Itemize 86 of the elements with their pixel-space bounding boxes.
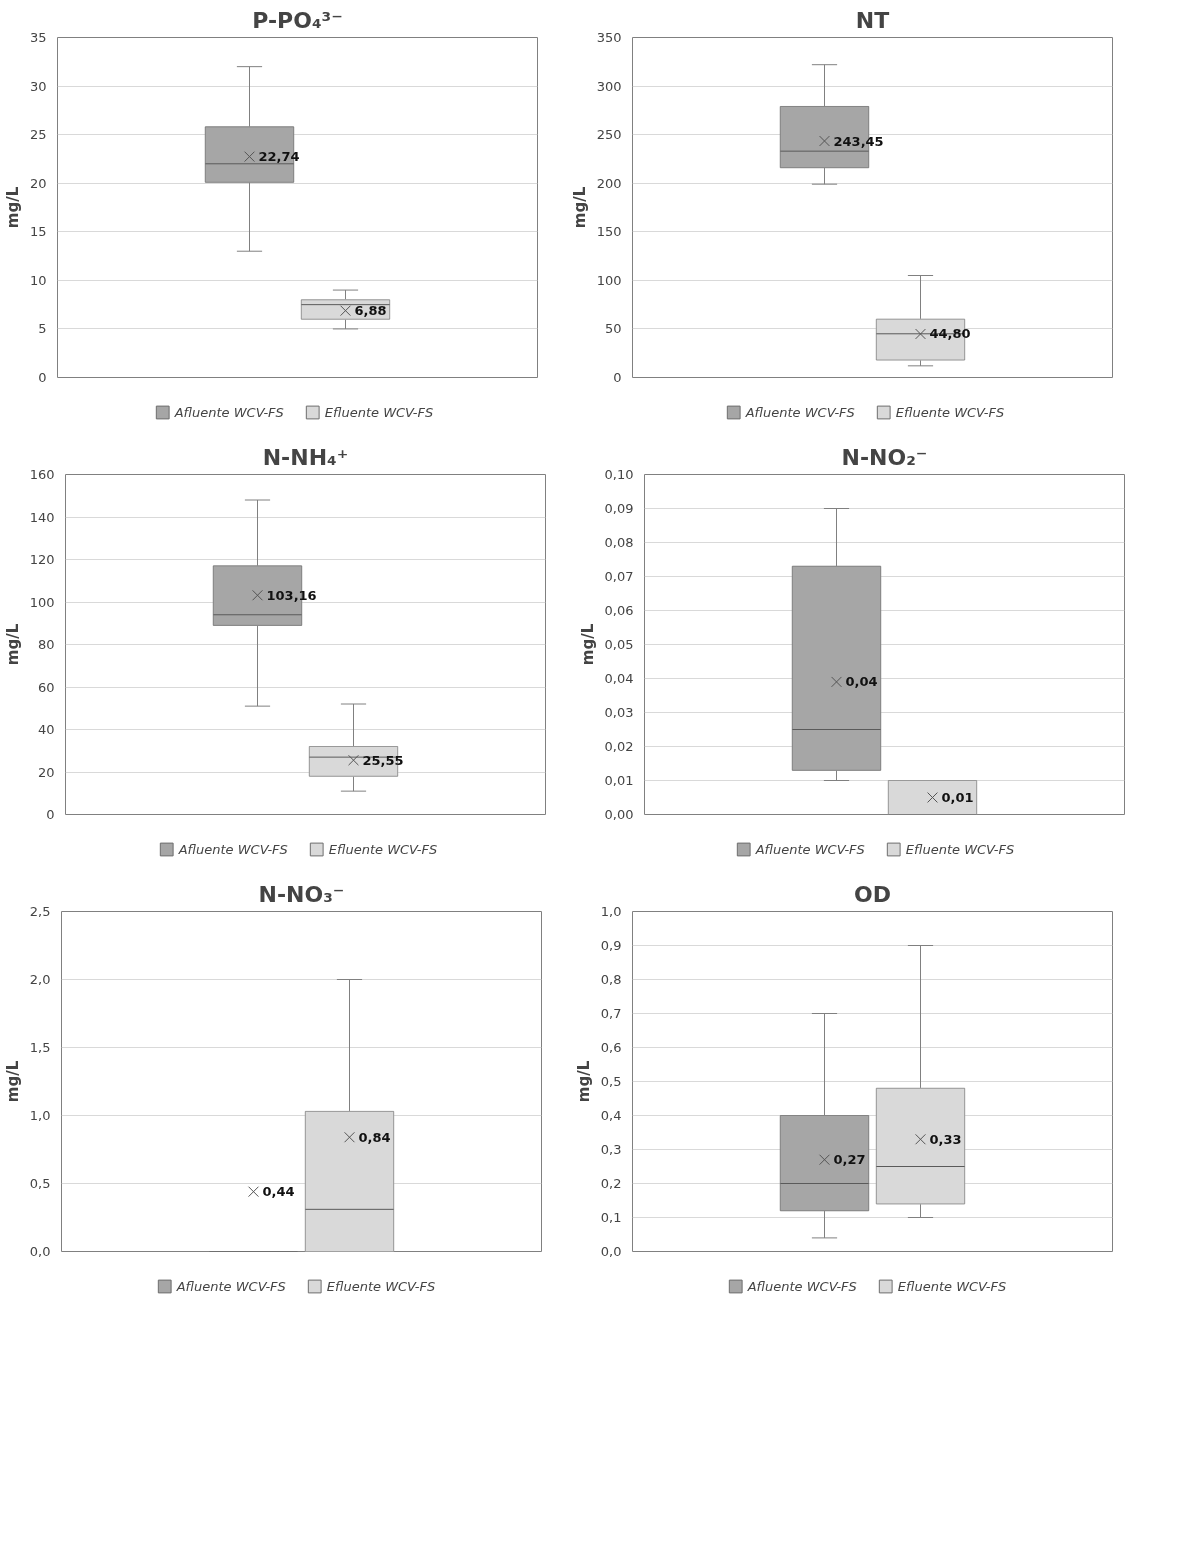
text: 0,44	[262, 1184, 295, 1200]
chart-title: OD	[854, 881, 891, 907]
legend-label: Afluente WCV-FS	[174, 404, 284, 420]
y-tick-label: 2,5	[29, 904, 51, 919]
text: 0,04	[845, 674, 878, 690]
y-tick-label: 20	[29, 175, 47, 191]
y-tick-label: 0,0	[29, 1244, 51, 1259]
y-tick-label: 0,06	[604, 603, 634, 618]
legend-label: Afluente WCV-FS	[176, 1278, 286, 1294]
y-tick-label: 0,4	[600, 1108, 622, 1123]
text: 44,80	[929, 326, 971, 342]
y-tick-label: 60	[37, 679, 55, 695]
y-tick-label: 10	[29, 272, 47, 288]
y-tick-label: 160	[29, 467, 55, 482]
legend-label: Efluente WCV-FS	[324, 404, 434, 420]
y-tick-label: 40	[37, 722, 55, 737]
legend-label: Efluente WCV-FS	[895, 404, 1005, 420]
y-tick-label: 250	[596, 127, 622, 143]
chart-title: N-NO₃⁻	[258, 881, 345, 907]
y-tick-label: 25	[29, 127, 47, 143]
y-axis-title: mg/L	[570, 186, 589, 229]
legend-label: Afluente WCV-FS	[745, 404, 855, 420]
legend-label: Afluente WCV-FS	[747, 1278, 857, 1294]
y-tick-label: 0	[38, 370, 47, 385]
y-tick-label: 0,9	[600, 938, 622, 953]
y-axis-title: mg/L	[3, 1060, 22, 1103]
y-tick-label: 0,1	[600, 1210, 622, 1225]
y-axis-title: mg/L	[3, 623, 22, 666]
text: 25,55	[362, 752, 404, 768]
y-tick-label: 0,0	[600, 1244, 622, 1259]
y-tick-label: 35	[29, 30, 47, 45]
y-tick-label: 0,01	[604, 773, 634, 788]
y-tick-label: 1,0	[29, 1108, 51, 1123]
y-tick-label: 100	[596, 272, 622, 288]
y-tick-label: 0,05	[604, 637, 634, 652]
y-tick-label: 0,03	[604, 705, 634, 720]
legend-label: Efluente WCV-FS	[897, 1278, 1007, 1294]
y-tick-label: 30	[29, 78, 47, 94]
text: 0,27	[833, 1152, 866, 1168]
y-tick-label: 80	[37, 637, 55, 652]
text: 0,84	[358, 1129, 391, 1145]
y-tick-label: 0,6	[600, 1040, 622, 1055]
y-tick-label: 1,5	[29, 1040, 51, 1055]
y-tick-label: 1,0	[600, 904, 622, 919]
y-tick-label: 0,5	[29, 1176, 51, 1191]
y-tick-label: 100	[29, 594, 55, 610]
y-tick-label: 0,3	[600, 1142, 622, 1157]
y-tick-label: 0,08	[604, 535, 634, 550]
y-axis-title: mg/L	[3, 186, 22, 229]
y-tick-label: 0,7	[600, 1006, 622, 1021]
y-tick-label: 0,5	[600, 1074, 622, 1089]
legend-label: Efluente WCV-FS	[905, 841, 1015, 857]
y-tick-label: 5	[38, 321, 47, 337]
y-tick-label: 150	[596, 224, 622, 240]
y-tick-label: 0,02	[604, 739, 634, 754]
y-axis-title: mg/L	[578, 623, 597, 666]
y-tick-label: 200	[596, 175, 622, 191]
y-tick-label: 15	[29, 224, 47, 240]
legend-label: Efluente WCV-FS	[326, 1278, 436, 1294]
y-tick-label: 0,10	[604, 467, 634, 482]
y-tick-label: 0,09	[604, 501, 634, 516]
chart-title: N-NO₂⁻	[841, 444, 928, 470]
y-tick-label: 0	[613, 370, 622, 385]
y-tick-label: 350	[596, 30, 622, 45]
y-tick-label: 0,04	[604, 671, 634, 686]
y-tick-label: 0,07	[604, 569, 634, 584]
legend-label: Afluente WCV-FS	[178, 841, 288, 857]
y-tick-label: 2,0	[29, 972, 51, 987]
text: 0,33	[929, 1131, 962, 1147]
y-tick-label: 140	[29, 509, 55, 525]
y-tick-label: 0	[46, 807, 55, 822]
y-axis-title: mg/L	[574, 1060, 593, 1103]
y-tick-label: 0,00	[604, 807, 634, 822]
chart-title: N-NH₄⁺	[262, 444, 349, 470]
y-tick-label: 20	[37, 764, 55, 780]
y-tick-label: 0,8	[600, 972, 622, 987]
y-tick-label: 50	[604, 321, 622, 337]
legend-label: Efluente WCV-FS	[328, 841, 438, 857]
y-tick-label: 300	[596, 78, 622, 94]
chart-title: P-PO₄³⁻	[252, 7, 343, 33]
text: 0,01	[941, 790, 974, 805]
legend-label: Afluente WCV-FS	[755, 841, 865, 857]
chart-title: NT	[855, 7, 890, 33]
y-tick-label: 120	[29, 552, 55, 567]
text: 6,88	[354, 303, 387, 319]
y-tick-label: 0,2	[600, 1176, 622, 1191]
